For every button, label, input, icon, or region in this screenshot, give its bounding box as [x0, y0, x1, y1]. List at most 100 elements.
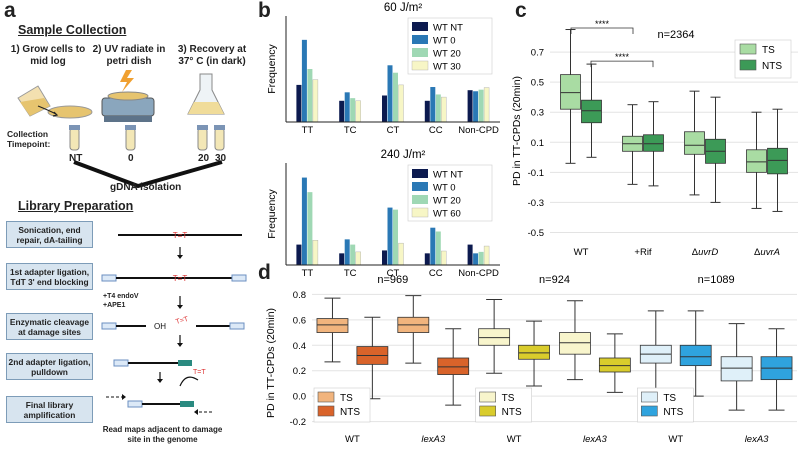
legend-swatch	[412, 22, 428, 31]
box	[581, 99, 602, 124]
box	[598, 357, 631, 373]
bar	[339, 253, 345, 265]
erlenmeyer-flask-icon	[187, 73, 225, 115]
x-tick-label: WT	[507, 434, 522, 445]
x-tick-label: ΔuvrA	[754, 247, 780, 258]
legend-swatch	[739, 43, 757, 55]
bar	[296, 244, 302, 265]
legend-swatch	[479, 391, 496, 403]
bar	[478, 89, 484, 122]
gdna-merge-lines	[73, 160, 223, 189]
box	[316, 318, 349, 333]
legend-swatch	[411, 60, 429, 71]
y-tick-label: 0.8	[293, 290, 306, 301]
x-tick-label: lexA3	[745, 434, 769, 445]
legend-label: NTS	[663, 407, 683, 418]
x-tick-label: WT	[574, 247, 589, 258]
x-tick-label: ΔuvrD	[692, 247, 719, 258]
bar	[307, 69, 313, 122]
bar	[478, 251, 484, 265]
x-tick-label: +Rif	[634, 247, 652, 258]
bar	[483, 245, 490, 266]
box	[684, 131, 705, 155]
bar	[344, 239, 350, 265]
y-tick-label: -0.1	[528, 168, 544, 179]
bar	[473, 91, 479, 122]
y-tick-label: 0.3	[531, 108, 544, 119]
n-annotation: n=2364	[657, 29, 694, 41]
legend-swatch	[412, 195, 428, 204]
bar	[355, 251, 361, 266]
x-tick-label: TC	[344, 268, 357, 279]
bar	[387, 207, 393, 265]
box	[559, 332, 591, 355]
timepoint-nt: NT	[69, 153, 83, 164]
bar	[393, 72, 398, 122]
n-annotation: n=969	[377, 274, 408, 286]
oh-label: OH	[154, 322, 166, 331]
timepoint-30: 30	[215, 153, 227, 164]
petri-dish-icon	[37, 105, 93, 119]
box	[643, 134, 664, 152]
gdna-isolation-label: gDNA isolation	[110, 182, 182, 193]
legend-label: TS	[502, 393, 515, 404]
panel-b-bar-charts: 60 J/m² Frequency TT TC CT CC Non-CPD WT NT WT 0…	[266, 2, 500, 279]
legend-swatch	[412, 182, 428, 191]
y-tick-label: -0.5	[528, 228, 544, 239]
dimer-label-2: T=T	[173, 274, 188, 283]
sample-collection-illustration	[17, 70, 225, 151]
legend-swatch	[641, 391, 658, 403]
legend-label: TS	[762, 45, 775, 56]
panel-c-letter: c	[515, 0, 527, 22]
legend-label: WT 20	[433, 49, 461, 60]
legend-swatch	[412, 169, 428, 178]
bar	[382, 250, 387, 265]
step-uv: 2) UV radiate in petri dish	[92, 44, 166, 67]
legend-label: TS	[340, 393, 353, 404]
flask-icon	[17, 85, 51, 117]
step-recovery: 3) Recovery at 37° C (in dark)	[177, 44, 247, 67]
lp-box-amplification: Final library amplification	[6, 396, 93, 423]
bar	[430, 87, 436, 122]
bar	[435, 231, 441, 265]
bar	[398, 242, 404, 266]
bar	[435, 94, 441, 122]
timepoint-0: 0	[128, 153, 134, 164]
y-tick-label: 0.5	[531, 78, 544, 89]
panel-d-letter: d	[258, 261, 271, 284]
x-tick-label: lexA3	[583, 434, 607, 445]
enzyme-label: +T4 endoV +APE1	[103, 293, 139, 309]
y-axis-label: Frequency	[266, 43, 278, 93]
read-maps-caption: Read maps adjacent to damage site in the …	[102, 425, 223, 444]
x-tick-label: TT	[302, 268, 314, 279]
y-tick-label: 0.7	[531, 48, 544, 59]
bar	[424, 100, 430, 122]
box	[478, 328, 511, 346]
bar	[355, 100, 361, 123]
dimer-label-3: T=T	[175, 316, 190, 326]
legend-label: WT NT	[433, 23, 463, 34]
box	[720, 356, 753, 382]
y-axis-label: Frequency	[266, 188, 278, 238]
sig-label: ****	[595, 19, 610, 29]
box	[746, 149, 767, 173]
legend-swatch	[479, 405, 496, 417]
bar	[483, 87, 490, 123]
panel-c-box-plot: -0.5 -0.3 -0.1 0.1 0.3 0.5 0.7 PD in TT-CPDs (2…	[511, 19, 798, 258]
y-tick-label: 0.6	[293, 315, 306, 326]
bar	[473, 253, 479, 265]
y-axis-label: PD in TT-CPDs (20min)	[265, 308, 277, 418]
bar	[467, 90, 473, 122]
timepoint-20: 20	[198, 153, 210, 164]
legend-label: NTS	[340, 407, 360, 418]
box	[767, 147, 788, 175]
x-tick-label: Non-CPD	[458, 125, 499, 136]
bar	[296, 84, 302, 122]
legend-label: WT 30	[433, 62, 461, 73]
box	[679, 344, 712, 367]
n-annotation: n=924	[539, 274, 570, 286]
bar	[350, 98, 356, 122]
dimer-label-4: T=T	[193, 369, 206, 376]
timepoint-label: Collection Timepoint:	[7, 129, 51, 149]
y-tick-label: 0.2	[293, 366, 306, 377]
